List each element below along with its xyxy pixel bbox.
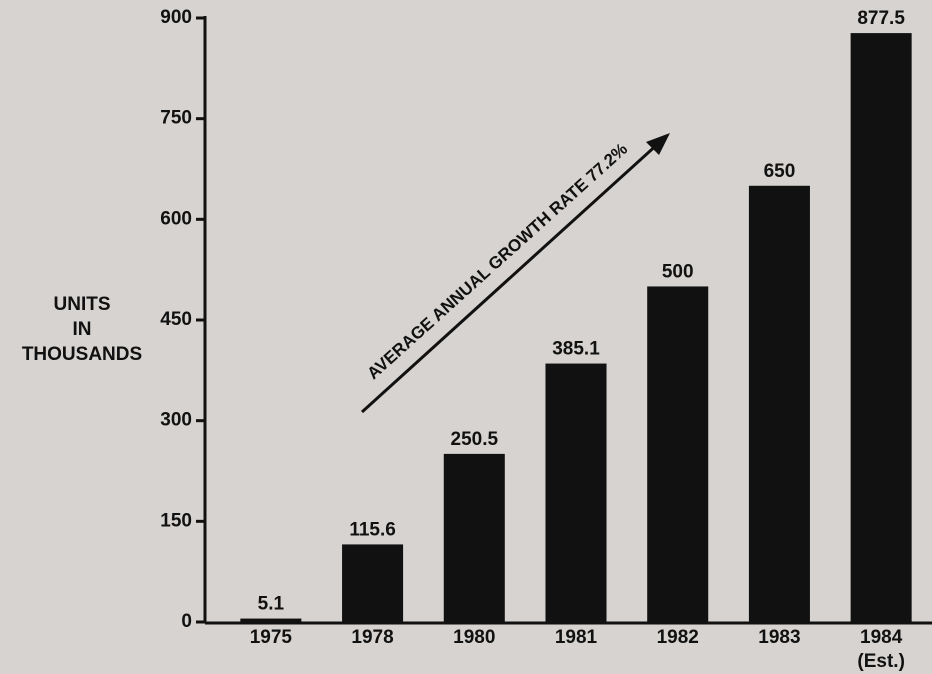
y-tick-label: 900 [160, 7, 192, 28]
bar [545, 363, 607, 622]
bar [647, 286, 709, 622]
y-tick-label: 0 [181, 611, 192, 632]
y-tick-label: 600 [160, 208, 192, 229]
value-label: 500 [662, 261, 694, 282]
x-tick-label: 1978 [351, 627, 393, 648]
y-tick-label: 450 [160, 309, 192, 330]
bar [342, 544, 404, 622]
y-axis-label: UNITS [54, 294, 111, 315]
value-label: 115.6 [349, 519, 396, 540]
x-tick-label: 1980 [453, 627, 495, 648]
x-tick-label: 1975 [250, 627, 293, 648]
x-tick-label: 1984 [860, 627, 903, 648]
bar [748, 185, 810, 622]
x-tick-note: (Est.) [857, 651, 905, 672]
bar [850, 33, 912, 623]
value-label: 250.5 [451, 429, 499, 450]
x-tick-label: 1983 [758, 627, 800, 648]
y-axis-label: THOUSANDS [22, 344, 142, 365]
x-tick-label: 1981 [555, 627, 598, 648]
y-tick-label: 150 [160, 510, 192, 531]
value-label: 5.1 [258, 594, 285, 615]
x-tick-label: 1982 [657, 627, 699, 648]
value-label: 650 [764, 161, 796, 182]
y-axis-label: IN [73, 319, 92, 340]
value-label: 385.1 [552, 339, 600, 360]
y-tick-label: 750 [160, 108, 192, 129]
y-tick-label: 300 [160, 410, 192, 431]
arrow-head [646, 133, 670, 155]
bar [443, 453, 505, 622]
growth-arrow [360, 140, 662, 414]
bar [240, 618, 302, 622]
value-label: 877.5 [857, 8, 905, 29]
